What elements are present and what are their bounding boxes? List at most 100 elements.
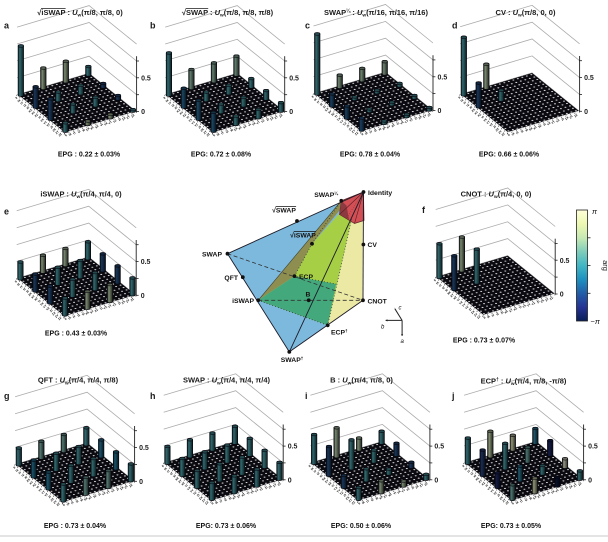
- svg-text:YZ: YZ: [112, 302, 118, 308]
- svg-text:YI: YI: [518, 305, 523, 310]
- svg-text:ZY: ZY: [54, 130, 59, 135]
- svg-text:YZ: YZ: [45, 306, 51, 312]
- svg-text:ZI: ZI: [343, 493, 348, 498]
- svg-text:YX: YX: [333, 486, 339, 492]
- svg-text:IY: IY: [491, 313, 496, 318]
- svg-text:ZZ: ZZ: [57, 316, 62, 321]
- svg-text:EPG : 0.73 ± 0.07%: EPG : 0.73 ± 0.07%: [453, 338, 516, 345]
- svg-text:XX: XX: [528, 126, 534, 132]
- svg-text:XI: XI: [319, 474, 324, 479]
- svg-text:0: 0: [588, 477, 592, 484]
- svg-text:EPG: 0.78 ± 0.04%: EPG: 0.78 ± 0.04%: [340, 152, 401, 159]
- svg-text:0.5: 0.5: [141, 259, 151, 266]
- svg-text:XI: XI: [528, 496, 533, 501]
- svg-text:√SWAP : Uw(π/8, π/8, π/8): √SWAP : Uw(π/8, π/8, π/8): [182, 8, 274, 19]
- svg-text:ZZ: ZZ: [204, 500, 209, 505]
- svg-text:XX: XX: [475, 476, 481, 482]
- svg-text:XX: XX: [381, 125, 387, 131]
- svg-text:ZZ: ZZ: [351, 500, 356, 505]
- svg-text:a: a: [4, 21, 10, 31]
- svg-text:YY: YY: [42, 304, 48, 310]
- svg-text:ZI: ZI: [49, 308, 54, 313]
- svg-text:XY: XY: [177, 478, 183, 484]
- svg-text:XZ: XZ: [477, 112, 483, 118]
- svg-text:XY: XY: [89, 309, 95, 315]
- svg-text:YY: YY: [526, 302, 532, 308]
- svg-text:IY: IY: [438, 283, 443, 288]
- svg-text:XI: XI: [524, 128, 529, 133]
- svg-text:EPG: 0.66 ± 0.06%: EPG: 0.66 ± 0.06%: [479, 152, 540, 159]
- svg-text:ZY: ZY: [473, 312, 478, 317]
- svg-text:IZ: IZ: [470, 471, 475, 476]
- svg-text:YY: YY: [105, 490, 111, 496]
- svg-text:b: b: [381, 325, 385, 331]
- svg-text:IZ: IZ: [316, 471, 321, 476]
- svg-text:YI: YI: [456, 297, 461, 302]
- svg-text:IX: IX: [67, 316, 72, 321]
- svg-text:YZ: YZ: [405, 487, 411, 493]
- svg-text:IY: IY: [369, 129, 374, 134]
- svg-text:IZ: IZ: [23, 103, 28, 108]
- svg-text:IX: IX: [165, 98, 170, 103]
- svg-text:QFT : Uw(π/4, π/4, π/8): QFT : Uw(π/4, π/4, π/8): [38, 376, 119, 387]
- svg-text:YX: YX: [399, 120, 405, 126]
- svg-text:ZI: ZI: [197, 125, 202, 130]
- svg-text:ZZ: ZZ: [277, 481, 282, 486]
- svg-text:ZI: ZI: [564, 485, 569, 490]
- svg-text:IY: IY: [219, 499, 224, 504]
- svg-text:YY: YY: [254, 488, 260, 494]
- svg-text:IY: IY: [19, 284, 24, 289]
- svg-text:XX: XX: [85, 127, 91, 133]
- svg-text:XX: XX: [532, 495, 538, 501]
- svg-text:YZ: YZ: [259, 487, 265, 493]
- svg-text:EPG : 0.22 ± 0.03%: EPG : 0.22 ± 0.03%: [58, 152, 121, 159]
- svg-text:ZI: ZI: [196, 493, 201, 498]
- svg-text:YI: YI: [331, 483, 336, 488]
- svg-text:IX: IX: [313, 97, 318, 102]
- svg-text:ZI: ZI: [117, 301, 122, 306]
- svg-text:EPG: 0.73 ± 0.06%: EPG: 0.73 ± 0.06%: [196, 523, 257, 530]
- svg-text:YX: YX: [37, 487, 43, 493]
- svg-text:ZX: ZX: [568, 484, 573, 489]
- svg-text:IX: IX: [310, 466, 315, 471]
- svg-text:XI: XI: [172, 474, 177, 479]
- svg-text:XY: XY: [29, 480, 35, 486]
- svg-text:IX: IX: [15, 468, 20, 473]
- svg-text:0: 0: [289, 109, 293, 116]
- svg-text:YI: YI: [184, 483, 189, 488]
- svg-text:II: II: [14, 279, 18, 283]
- svg-text:ZY: ZY: [568, 114, 573, 119]
- svg-text:IX: IX: [68, 132, 73, 137]
- svg-text:YX: YX: [103, 121, 109, 127]
- svg-text:II: II: [64, 317, 68, 321]
- svg-text:XY: XY: [508, 308, 514, 314]
- svg-text:XY: XY: [532, 125, 538, 131]
- svg-text:0: 0: [560, 292, 564, 299]
- svg-text:IZ: IZ: [370, 497, 375, 502]
- svg-text:ZI: ZI: [264, 485, 269, 490]
- svg-text:YZ: YZ: [339, 490, 345, 496]
- svg-text:iSWAP: iSWAP: [232, 298, 254, 305]
- svg-text:YZ: YZ: [492, 490, 498, 496]
- svg-text:II: II: [483, 316, 487, 320]
- svg-text:XX: XX: [324, 107, 330, 113]
- svg-text:√iSWAP: √iSWAP: [290, 232, 316, 240]
- svg-text:IY: IY: [17, 470, 22, 475]
- svg-text:IZ: IZ: [169, 471, 174, 476]
- svg-text:IY: IY: [220, 131, 225, 136]
- svg-text:YX: YX: [486, 486, 492, 492]
- svg-text:YI: YI: [99, 122, 104, 127]
- svg-text:YX: YX: [336, 116, 342, 122]
- svg-text:YI: YI: [484, 483, 489, 488]
- svg-text:YY: YY: [550, 120, 556, 126]
- svg-text:ZI: ZI: [414, 116, 419, 121]
- svg-text:XZ: XZ: [387, 492, 393, 498]
- svg-text:CNOT: CNOT: [368, 299, 388, 306]
- svg-text:XX: XX: [233, 127, 239, 133]
- svg-text:ZY: ZY: [201, 498, 206, 503]
- svg-text:YY: YY: [485, 120, 491, 126]
- svg-text:YX: YX: [522, 304, 528, 310]
- svg-text:XI: XI: [25, 105, 30, 110]
- svg-text:YI: YI: [334, 114, 339, 119]
- svg-text:XX: XX: [446, 290, 452, 296]
